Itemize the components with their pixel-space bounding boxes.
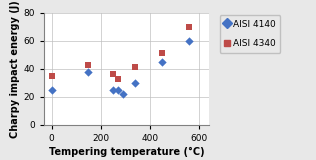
Point bbox=[120, 93, 125, 95]
Point bbox=[115, 77, 120, 80]
Point bbox=[49, 75, 54, 77]
Point bbox=[110, 88, 115, 91]
Point bbox=[115, 88, 120, 91]
Point bbox=[186, 25, 191, 28]
Point bbox=[160, 60, 165, 63]
Point bbox=[186, 40, 191, 42]
X-axis label: Tempering temperature (°C): Tempering temperature (°C) bbox=[49, 147, 204, 157]
Point bbox=[160, 52, 165, 55]
Y-axis label: Charpy impact energy (J): Charpy impact energy (J) bbox=[9, 0, 20, 138]
Legend: AISI 4140, AISI 4340: AISI 4140, AISI 4340 bbox=[220, 15, 281, 53]
Point bbox=[86, 70, 91, 73]
Point bbox=[132, 66, 137, 69]
Point bbox=[49, 88, 54, 91]
Point bbox=[132, 81, 137, 84]
Point bbox=[86, 63, 91, 66]
Point bbox=[110, 73, 115, 76]
